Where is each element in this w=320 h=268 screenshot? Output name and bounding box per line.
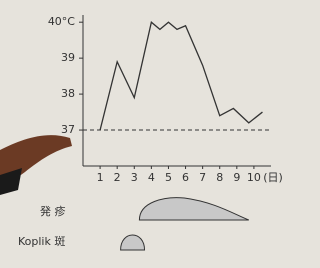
x-unit: (日) <box>263 171 283 184</box>
x-tick-label: 5 <box>165 171 172 184</box>
background <box>0 0 299 268</box>
x-tick-label: 10 <box>247 171 261 184</box>
y-tick-label: 37 <box>61 123 75 136</box>
period-label: Koplik 斑 <box>18 235 65 248</box>
x-tick-label: 9 <box>233 171 240 184</box>
period-label: 発 疹 <box>40 204 66 218</box>
x-tick-label: 1 <box>97 171 104 184</box>
y-tick-label: 38 <box>61 87 75 100</box>
y-tick-label: 40°C <box>48 15 75 28</box>
x-tick-label: 6 <box>182 171 189 184</box>
x-tick-label: 7 <box>199 171 206 184</box>
x-tick-label: 2 <box>114 171 121 184</box>
x-tick-label: 3 <box>131 171 138 184</box>
x-tick-label: 4 <box>148 171 155 184</box>
y-tick-label: 39 <box>61 51 75 64</box>
x-tick-label: 8 <box>216 171 223 184</box>
